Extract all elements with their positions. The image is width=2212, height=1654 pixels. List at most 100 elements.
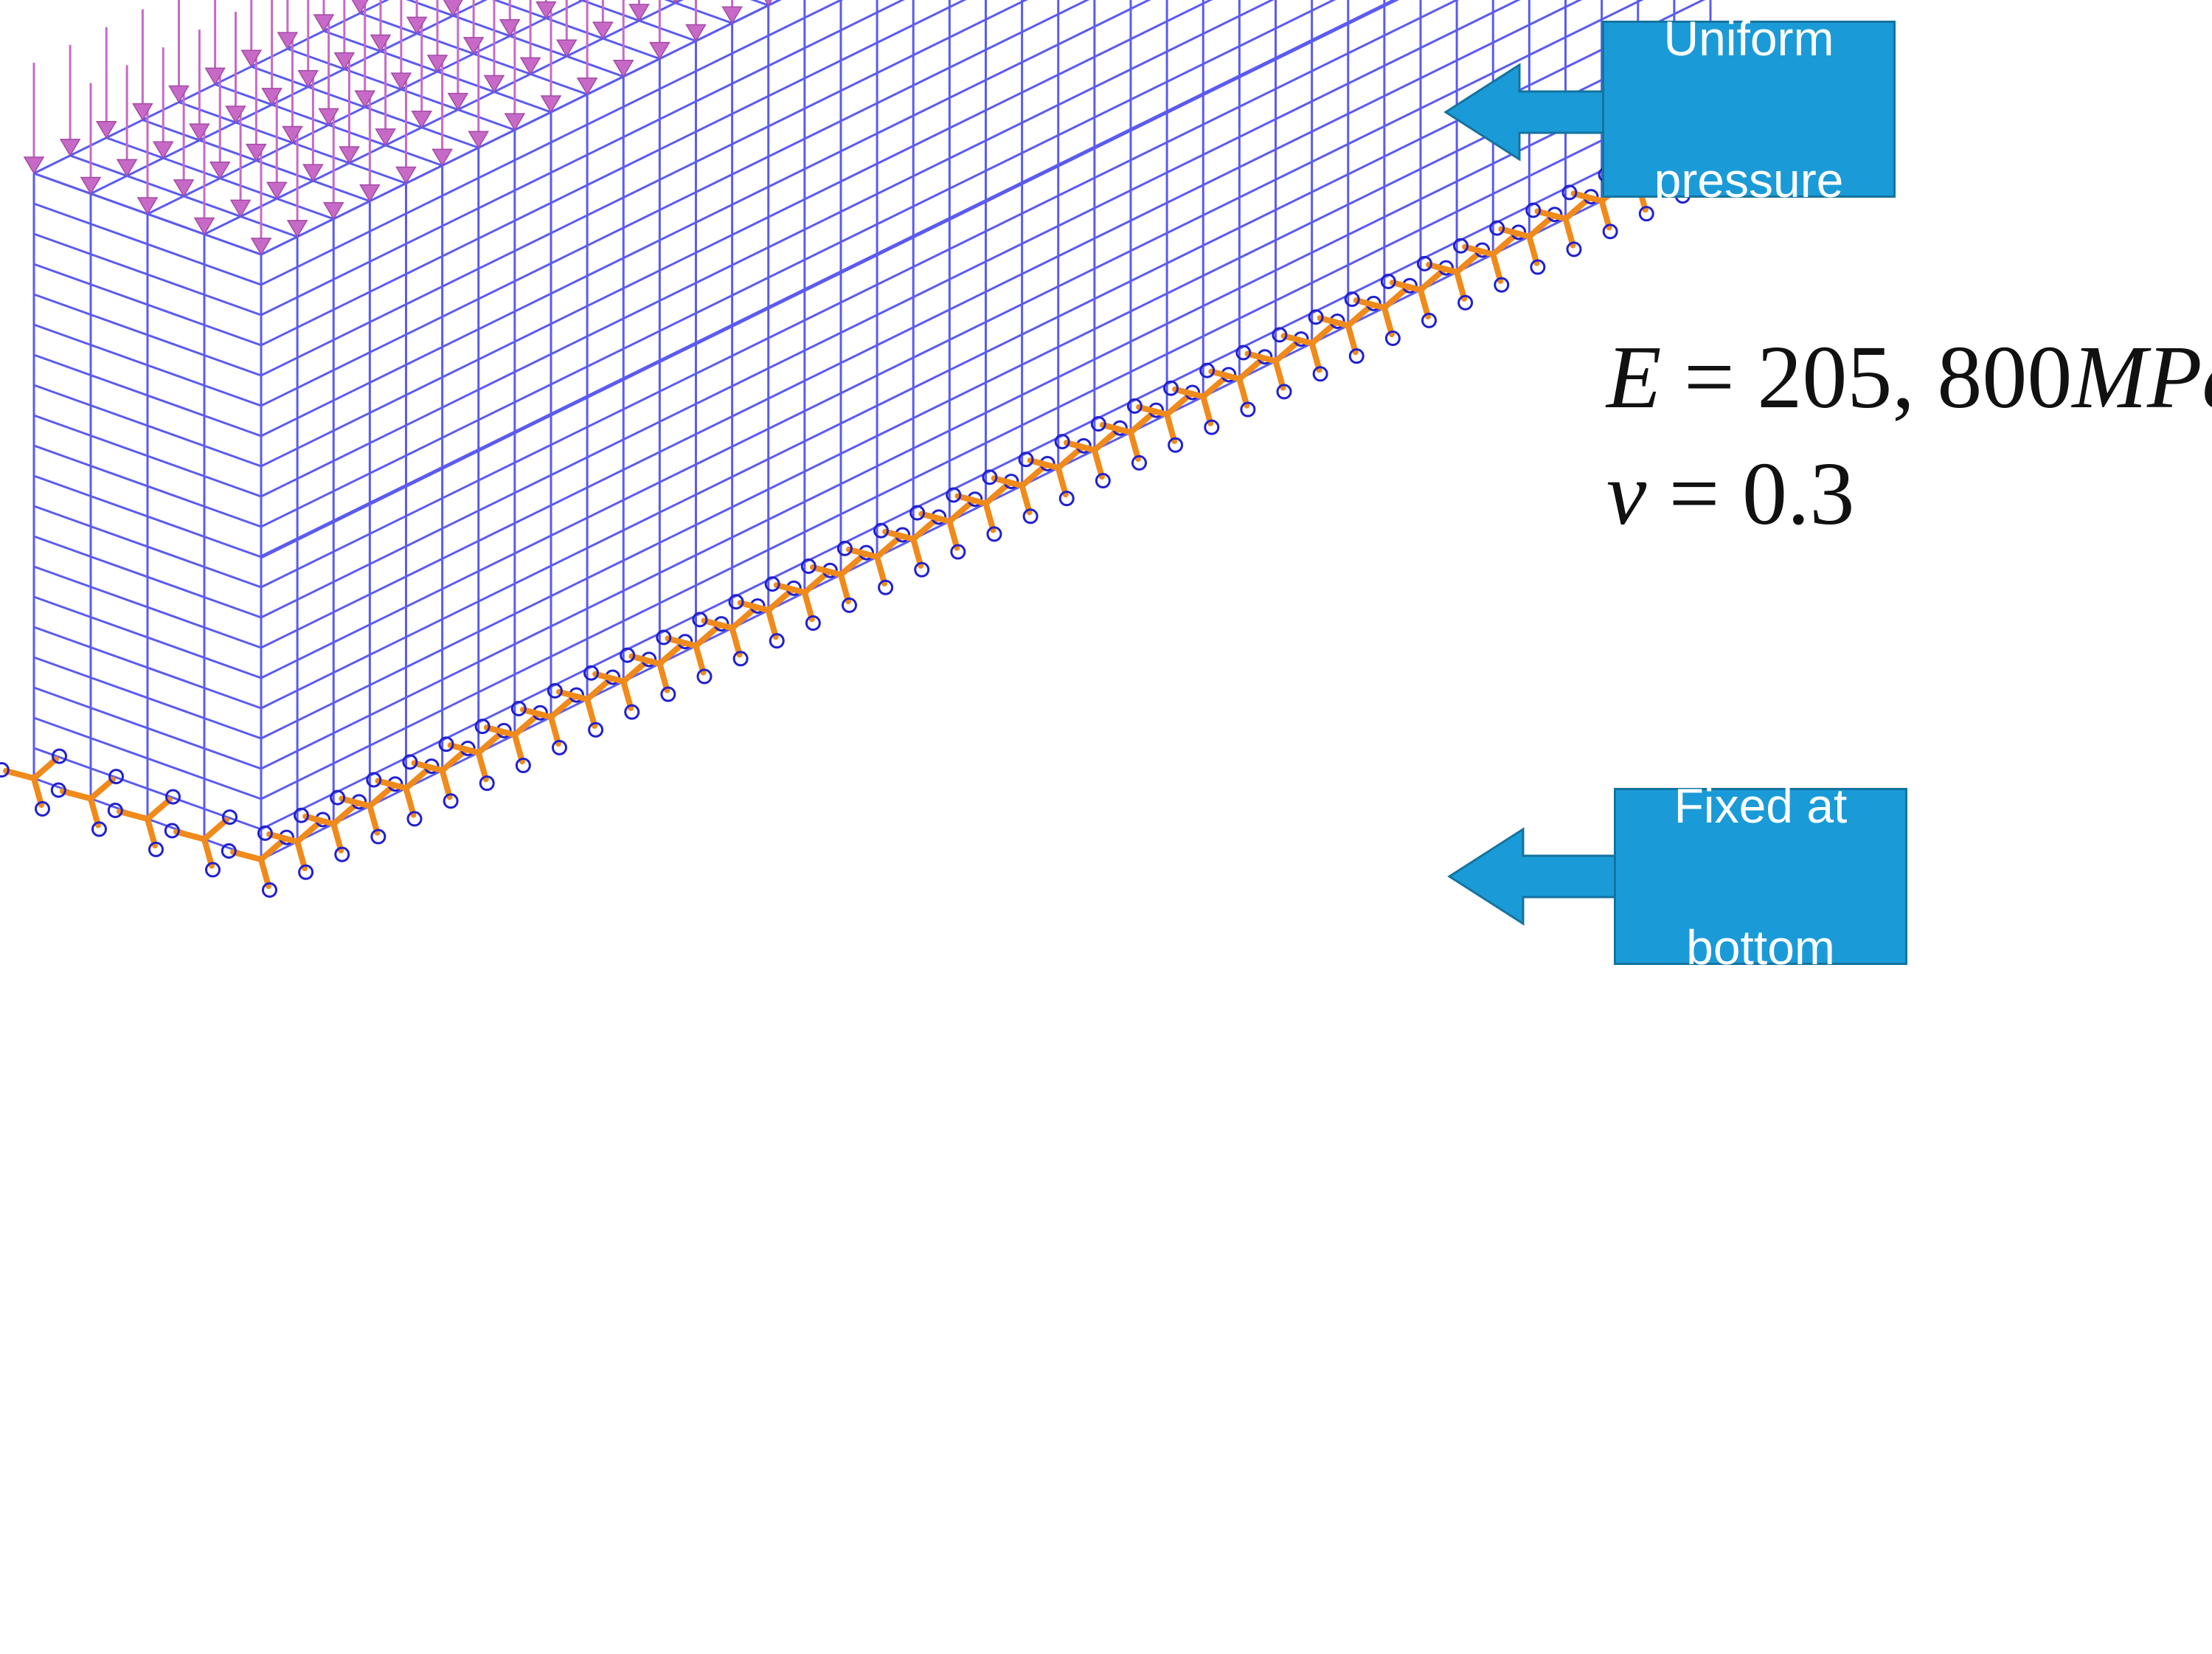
down-arrow-icon — [193, 123, 215, 235]
mesh-line — [260, 25, 1711, 740]
down-arrow-icon — [246, 49, 267, 162]
mesh-line — [260, 0, 1028, 377]
left-arrow-icon — [1447, 827, 1617, 926]
mesh-line — [260, 0, 1336, 528]
down-arrow-icon — [80, 83, 102, 195]
mesh-line — [33, 626, 262, 710]
fixed-support-icon — [294, 794, 367, 862]
down-arrow-icon — [302, 70, 324, 182]
e-unit: MPa — [2072, 328, 2212, 427]
fixed-support-icon — [982, 455, 1055, 525]
nu-equals: = — [1646, 444, 1742, 544]
mesh-line — [33, 232, 262, 316]
callout-fixed-line1: Fixed at — [1674, 778, 1848, 833]
down-arrow-icon — [261, 0, 282, 106]
fixed-support-icon — [547, 669, 621, 738]
fixed-support-icon — [728, 580, 802, 649]
mesh-line — [260, 0, 905, 316]
down-arrow-icon — [152, 47, 174, 159]
down-arrow-icon — [286, 125, 308, 238]
down-arrow-icon — [359, 90, 381, 203]
down-arrow-icon — [250, 144, 272, 256]
down-arrow-icon — [370, 0, 392, 52]
mesh-line — [260, 0, 967, 347]
down-arrow-icon — [504, 19, 526, 131]
mesh-line — [33, 414, 262, 498]
fixed-support-icon — [1308, 295, 1381, 364]
end-face-grid — [32, 172, 263, 861]
mesh-line — [260, 0, 1151, 437]
mesh-line — [260, 0, 1583, 649]
fixed-support-icon — [836, 527, 911, 595]
poisson-ratio-formula: ν = 0.3 — [1606, 443, 1854, 546]
down-arrow-icon — [277, 0, 299, 50]
nu-value: 0.3 — [1741, 444, 1855, 544]
mesh-line — [33, 263, 262, 347]
mesh-line — [260, 0, 1213, 468]
mesh-line — [204, 0, 684, 235]
wall-mesh — [32, 0, 1712, 861]
down-arrow-icon — [390, 0, 412, 91]
down-arrow-icon — [116, 65, 138, 177]
pressure-load-arrows — [23, 0, 772, 256]
down-arrow-icon — [132, 9, 153, 122]
fixed-support-icon — [1163, 367, 1237, 435]
down-arrow-icon — [339, 52, 360, 165]
down-arrow-icon — [59, 44, 81, 157]
down-arrow-icon — [535, 0, 557, 20]
down-arrow-icon — [555, 0, 578, 58]
down-arrow-icon — [483, 0, 505, 93]
down-arrow-icon — [581, 0, 583, 1]
fixed-support-icon — [1126, 384, 1201, 453]
mesh-line — [33, 505, 262, 589]
down-arrow-icon — [612, 0, 634, 78]
fixed-support-icon — [1380, 260, 1454, 328]
down-arrow-icon — [406, 0, 428, 35]
mesh-line — [90, 0, 488, 195]
down-arrow-icon — [395, 72, 417, 184]
down-arrow-icon — [673, 0, 678, 4]
mesh-line — [33, 716, 262, 800]
down-arrow-icon — [209, 67, 231, 180]
mesh-line — [33, 686, 262, 770]
down-arrow-icon — [468, 37, 490, 149]
mesh-line — [33, 384, 262, 468]
down-arrow-icon — [375, 34, 396, 147]
mesh-line — [260, 0, 1275, 498]
mesh-line — [260, 55, 1711, 770]
fixed-support-icon — [438, 722, 512, 792]
down-arrow-icon — [447, 0, 469, 111]
fixed-support-icon — [221, 829, 294, 898]
mesh-line — [33, 293, 262, 377]
down-arrow-icon — [649, 0, 670, 60]
fixed-support-icon — [583, 651, 657, 720]
mesh-line — [664, 0, 733, 24]
fixed-support-icon — [1453, 224, 1527, 293]
mesh-line — [33, 565, 262, 649]
down-arrow-icon — [351, 0, 369, 15]
down-arrow-icon — [764, 0, 772, 7]
down-arrow-icon — [266, 88, 288, 200]
callout-pressure-line1: Uniform — [1663, 11, 1834, 66]
down-arrow-icon — [462, 0, 485, 55]
down-arrow-icon — [592, 0, 614, 40]
uniform-pressure-callout: Uniform pressure — [1602, 11, 1896, 207]
fixed-support-icon — [656, 616, 729, 685]
mesh-line — [260, 0, 844, 286]
fixed-support-icon — [1090, 402, 1164, 471]
down-arrow-icon — [297, 0, 319, 89]
down-arrow-icon — [204, 0, 226, 86]
down-arrow-icon — [333, 0, 356, 71]
down-arrow-icon — [23, 63, 45, 175]
fixed-support-icon — [873, 509, 947, 578]
fixed-support-icon — [1199, 349, 1273, 418]
mesh-line — [260, 0, 1521, 619]
fixed-support-icon — [620, 634, 693, 702]
down-arrow-icon — [576, 0, 598, 96]
nu-symbol: ν — [1606, 444, 1647, 544]
down-arrow-icon — [721, 0, 743, 24]
fixed-support-icon — [1489, 207, 1563, 275]
callout-fixed-line2: bottom — [1686, 920, 1835, 975]
fixed-support-icon — [909, 491, 983, 560]
